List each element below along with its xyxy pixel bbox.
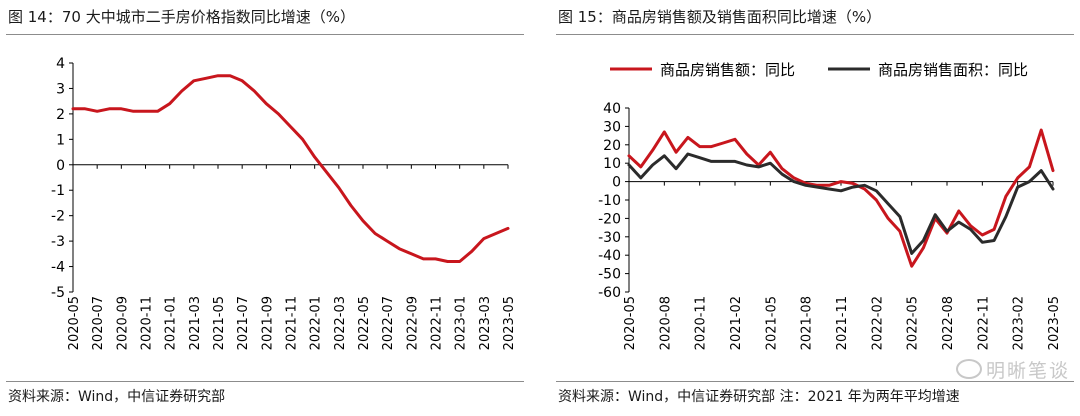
left-y-tick-label: -5	[51, 285, 65, 301]
right-x-tick-label: 2020-08	[658, 296, 673, 350]
right-y-tick-label: -30	[598, 230, 621, 246]
right-y-tick-label: 30	[603, 119, 621, 135]
right-source-divider	[556, 381, 1074, 382]
left-x-tick-label: 2022-09	[405, 296, 420, 350]
right-y-tick-label: 0	[612, 175, 621, 191]
right-chart-panel: 图 15：商品房销售额及销售面积同比增速（%） 40 30 20 10 0 -10 -20 -…	[550, 0, 1080, 416]
watermark: 明晰笔谈	[955, 356, 1070, 383]
right-x-tick-label: 2020-11	[694, 296, 709, 350]
left-source-divider	[6, 381, 524, 382]
left-x-tick-label: 2023-05	[502, 296, 517, 350]
left-x-tick-label: 2021-03	[188, 296, 203, 350]
right-y-tick-label: -10	[598, 193, 621, 209]
legend-label-2: 商品房销售面积：同比	[878, 61, 1028, 79]
right-x-tick-label: 2021-11	[835, 296, 850, 350]
right-x-tick-label: 2022-02	[870, 296, 885, 350]
right-y-tick-label: 10	[603, 156, 621, 172]
right-x-tick-label: 2022-11	[976, 296, 991, 350]
left-x-tick-label: 2022-07	[381, 296, 396, 350]
right-x-tick-label: 2023-05	[1047, 296, 1062, 350]
left-x-tick-label: 2022-11	[430, 296, 445, 350]
left-x-tick-label: 2021-01	[164, 296, 179, 350]
left-chart-panel: 图 14：70 大中城市二手房价格指数同比增速（%） 4 3 2 1 0 -1 -2 -3 -4…	[0, 0, 530, 416]
right-x-tick-label: 2022-08	[941, 296, 956, 350]
left-x-tick-label: 2022-05	[357, 296, 372, 350]
left-y-tick-label: 4	[56, 56, 65, 72]
left-chart-source: 资料来源：Wind，中信证券研究部	[8, 389, 226, 405]
right-series-line-2	[627, 152, 1055, 255]
left-x-tick-label: 2020-11	[140, 296, 155, 350]
right-x-tick-label: 2022-05	[906, 296, 921, 350]
left-y-tick-label: 1	[56, 132, 65, 148]
right-y-tick-label: 20	[603, 138, 621, 154]
left-y-tick-label: -2	[51, 209, 65, 225]
right-x-tick-label: 2020-05	[623, 296, 638, 350]
right-chart-title: 图 15：商品房销售额及销售面积同比增速（%）	[558, 8, 882, 26]
left-title-divider	[6, 34, 524, 35]
left-x-tick-label: 2022-03	[333, 296, 348, 350]
left-x-tick-label: 2021-09	[260, 296, 275, 350]
left-y-tick-label: 2	[56, 107, 65, 123]
right-chart-source: 资料来源：Wind，中信证券研究部 注：2021 年为两年平均增速	[558, 389, 960, 405]
right-title-divider	[556, 34, 1074, 35]
left-y-tick-label: 3	[56, 81, 65, 97]
left-x-tick-label: 2021-07	[236, 296, 251, 350]
right-series-line-1	[627, 128, 1055, 268]
left-x-tick-label: 2020-05	[67, 296, 82, 350]
right-x-tick-label: 2021-08	[800, 296, 815, 350]
right-x-tick-label: 2021-05	[764, 296, 779, 350]
right-x-tick-label: 2021-02	[729, 296, 744, 350]
left-x-tick-label: 2021-11	[285, 296, 300, 350]
left-x-tick-label: 2022-01	[309, 296, 324, 350]
right-x-tick-label: 2023-02	[1012, 296, 1027, 350]
left-y-tick-label: -1	[51, 183, 65, 199]
wechat-icon	[955, 359, 982, 379]
left-chart-title: 图 14：70 大中城市二手房价格指数同比增速（%）	[8, 8, 355, 26]
left-y-tick-label: 0	[56, 158, 65, 174]
right-y-tick-label: -60	[598, 285, 621, 301]
right-y-tick-label: -20	[598, 211, 621, 227]
watermark-text: 明晰笔谈	[985, 360, 1070, 382]
right-y-tick-label: -40	[598, 248, 621, 264]
left-y-tick-label: -4	[51, 260, 65, 276]
left-x-tick-label: 2021-05	[212, 296, 227, 350]
left-series-line-1	[71, 74, 510, 263]
left-x-tick-label: 2023-03	[478, 296, 493, 350]
left-x-tick-label: 2020-07	[91, 296, 106, 350]
legend-label-1: 商品房销售额：同比	[660, 61, 795, 79]
right-y-tick-label: 40	[603, 101, 621, 117]
left-x-tick-label: 2020-09	[115, 296, 130, 350]
right-y-tick-label: -50	[598, 267, 621, 283]
left-x-tick-label: 2023-01	[454, 296, 469, 350]
left-y-tick-label: -3	[51, 234, 65, 250]
